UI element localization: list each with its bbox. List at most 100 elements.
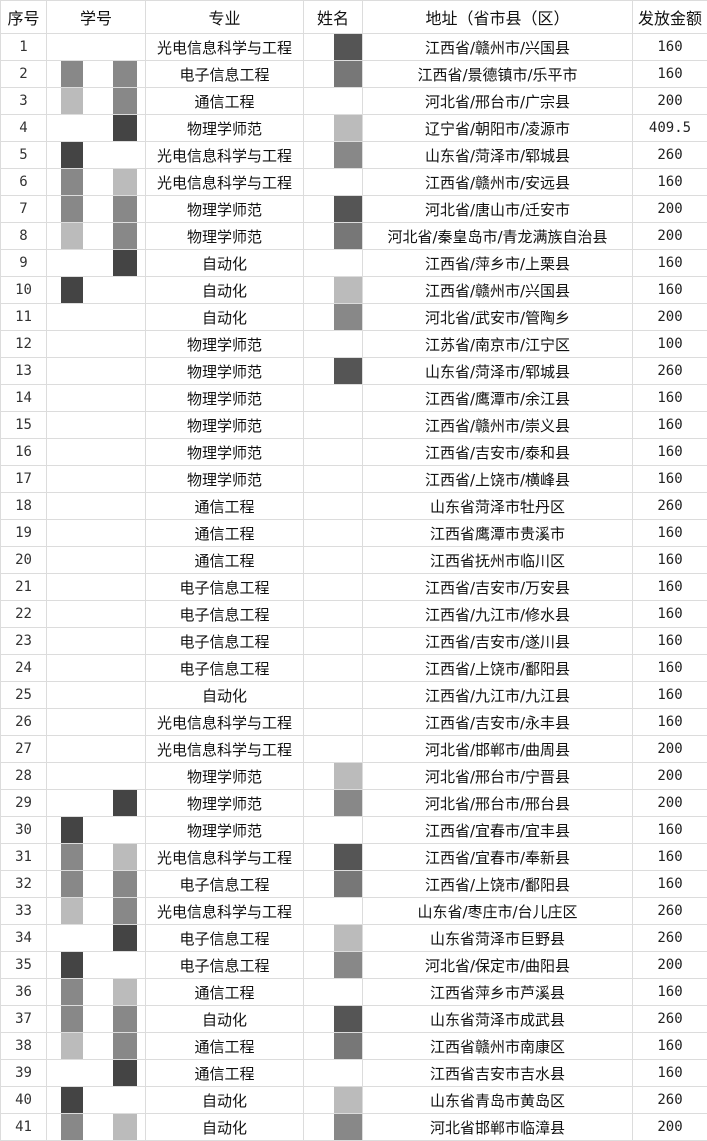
redacted-block <box>61 844 83 870</box>
address-cell: 江西省/鹰潭市/余江县 <box>362 384 633 412</box>
table-row: 32 电子信息工程 江西省/上饶市/鄱阳县 160 <box>0 870 707 898</box>
student-id-cell <box>46 924 146 952</box>
redacted-block <box>334 304 362 330</box>
major-cell: 电子信息工程 <box>145 951 304 979</box>
student-id-cell <box>46 789 146 817</box>
major-cell: 自动化 <box>145 1005 304 1033</box>
redacted-block <box>113 790 137 816</box>
name-cell <box>303 735 363 763</box>
student-id-cell <box>46 1005 146 1033</box>
name-cell <box>303 573 363 601</box>
redacted-block <box>334 952 362 978</box>
table-row: 23 电子信息工程 江西省/吉安市/遂川县 160 <box>0 627 707 655</box>
index-cell: 23 <box>0 627 47 655</box>
amount-cell: 160 <box>632 546 707 574</box>
address-cell: 江西省/宜春市/奉新县 <box>362 843 633 871</box>
table-row: 33 光电信息科学与工程 山东省/枣庄市/台儿庄区 260 <box>0 897 707 925</box>
amount-cell: 160 <box>632 465 707 493</box>
redacted-block <box>334 88 362 114</box>
major-cell: 物理学师范 <box>145 330 304 358</box>
name-cell <box>303 1113 363 1141</box>
redacted-block <box>334 1033 362 1059</box>
redacted-block <box>113 142 137 168</box>
student-id-cell <box>46 33 146 61</box>
redacted-block <box>113 223 137 249</box>
redacted-block <box>334 61 362 87</box>
table-row: 27 光电信息科学与工程 河北省/邯郸市/曲周县 200 <box>0 735 707 763</box>
address-cell: 河北省邯郸市临漳县 <box>362 1113 633 1141</box>
major-cell: 电子信息工程 <box>145 600 304 628</box>
name-cell <box>303 168 363 196</box>
amount-cell: 160 <box>632 60 707 88</box>
index-cell: 31 <box>0 843 47 871</box>
redacted-block <box>61 223 83 249</box>
amount-cell: 160 <box>632 708 707 736</box>
amount-cell: 200 <box>632 1113 707 1141</box>
redacted-block <box>334 844 362 870</box>
redacted-block <box>334 277 362 303</box>
student-id-cell <box>46 816 146 844</box>
major-cell: 物理学师范 <box>145 762 304 790</box>
redacted-block <box>61 196 83 222</box>
redacted-block <box>334 196 362 222</box>
redacted-block <box>334 763 362 789</box>
student-id-cell <box>46 411 146 439</box>
redacted-block <box>334 1087 362 1113</box>
name-cell <box>303 870 363 898</box>
student-id-cell <box>46 87 146 115</box>
name-cell <box>303 897 363 925</box>
address-cell: 江西省/萍乡市/上栗县 <box>362 249 633 277</box>
redacted-block <box>113 277 137 303</box>
student-id-cell <box>46 141 146 169</box>
amount-cell: 200 <box>632 789 707 817</box>
index-cell: 37 <box>0 1005 47 1033</box>
address-cell: 江西省/赣州市/崇义县 <box>362 411 633 439</box>
address-cell: 江西省吉安市吉水县 <box>362 1059 633 1087</box>
name-cell <box>303 924 363 952</box>
major-cell: 通信工程 <box>145 1059 304 1087</box>
name-cell <box>303 762 363 790</box>
student-id-cell <box>46 249 146 277</box>
redacted-block <box>334 1060 362 1086</box>
table-row: 31 光电信息科学与工程 江西省/宜春市/奉新县 160 <box>0 843 707 871</box>
major-cell: 光电信息科学与工程 <box>145 843 304 871</box>
major-cell: 物理学师范 <box>145 114 304 142</box>
amount-cell: 160 <box>632 654 707 682</box>
address-cell: 河北省/邯郸市/曲周县 <box>362 735 633 763</box>
table-row: 34 电子信息工程 山东省菏泽市巨野县 260 <box>0 924 707 952</box>
name-cell <box>303 114 363 142</box>
redacted-block <box>61 115 83 141</box>
amount-cell: 160 <box>632 627 707 655</box>
index-cell: 2 <box>0 60 47 88</box>
major-cell: 光电信息科学与工程 <box>145 735 304 763</box>
redacted-block <box>334 1114 362 1140</box>
name-cell <box>303 303 363 331</box>
redacted-block <box>61 952 83 978</box>
amount-cell: 160 <box>632 384 707 412</box>
amount-cell: 160 <box>632 843 707 871</box>
major-cell: 光电信息科学与工程 <box>145 141 304 169</box>
amount-cell: 260 <box>632 141 707 169</box>
major-cell: 物理学师范 <box>145 438 304 466</box>
redacted-block <box>61 88 83 114</box>
student-id-cell <box>46 168 146 196</box>
major-cell: 光电信息科学与工程 <box>145 33 304 61</box>
address-cell: 山东省菏泽市牡丹区 <box>362 492 633 520</box>
major-cell: 自动化 <box>145 1113 304 1141</box>
student-id-cell <box>46 762 146 790</box>
redacted-block <box>113 925 137 951</box>
amount-cell: 260 <box>632 1005 707 1033</box>
name-cell <box>303 87 363 115</box>
index-cell: 24 <box>0 654 47 682</box>
name-cell <box>303 1005 363 1033</box>
name-cell <box>303 195 363 223</box>
amount-cell: 200 <box>632 735 707 763</box>
redacted-block <box>334 790 362 816</box>
table-row: 10 自动化 江西省/赣州市/兴国县 160 <box>0 276 707 304</box>
redacted-block <box>334 1006 362 1032</box>
index-cell: 41 <box>0 1113 47 1141</box>
major-cell: 光电信息科学与工程 <box>145 168 304 196</box>
student-id-cell <box>46 654 146 682</box>
redacted-block <box>61 925 83 951</box>
student-id-cell <box>46 303 146 331</box>
